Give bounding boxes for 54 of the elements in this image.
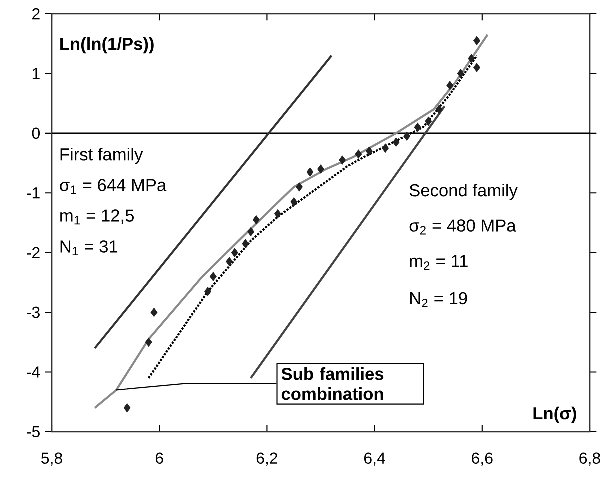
y-tick-label: -2 xyxy=(27,247,40,258)
point xyxy=(274,210,282,219)
point xyxy=(446,81,454,90)
x-tick-label: 6,4 xyxy=(364,452,386,466)
point xyxy=(150,308,158,318)
x-tick-label: 6,6 xyxy=(472,452,493,466)
y-axis-title: Ln(ln(1/Ps)) xyxy=(60,38,154,54)
point xyxy=(145,338,152,347)
point xyxy=(242,239,250,248)
annotation: σ$_{1}$ = 644 MPa xyxy=(60,179,167,194)
point xyxy=(248,227,255,236)
y-tick-label: -4 xyxy=(27,366,40,378)
y-tick-label: 2 xyxy=(32,8,40,20)
point xyxy=(468,54,476,64)
point xyxy=(318,164,324,174)
point xyxy=(392,138,400,147)
y-tick-label: 0 xyxy=(32,128,40,140)
point xyxy=(404,132,411,141)
y-tick-label: -3 xyxy=(27,306,40,318)
point xyxy=(226,257,234,266)
point xyxy=(457,69,464,78)
point xyxy=(124,404,131,413)
x-tick-label: 6,2 xyxy=(256,452,278,466)
point xyxy=(355,150,362,159)
annotation: σ$_{2}$ = 480 MPa xyxy=(410,220,516,235)
point xyxy=(414,122,422,132)
point xyxy=(382,144,390,153)
point xyxy=(252,215,260,225)
point xyxy=(290,198,298,207)
point xyxy=(210,272,217,282)
x-axis-title: Ln(σ) xyxy=(534,406,576,424)
annotation: N$_{2}$ = 19 xyxy=(410,292,468,308)
x-tick-label: 6 xyxy=(156,452,164,464)
x-tick-label: 5,8 xyxy=(42,452,62,466)
y-tick-label: -1 xyxy=(27,188,40,199)
y-tick-label: -5 xyxy=(27,426,40,438)
point xyxy=(204,287,212,296)
point xyxy=(296,182,303,192)
point xyxy=(231,248,238,258)
point xyxy=(425,116,432,126)
annotation: m$_{1}$ = 12,5 xyxy=(60,210,134,225)
point xyxy=(474,63,480,72)
y-tick-label: 1 xyxy=(32,68,40,80)
annotation: First family xyxy=(60,148,144,164)
annotation: m$_{2}$ = 11 xyxy=(410,255,468,270)
point xyxy=(339,156,346,165)
point xyxy=(436,105,443,114)
annotation: Sub families combination xyxy=(282,368,384,400)
point xyxy=(474,36,480,46)
annotation: Second family xyxy=(410,184,518,200)
point xyxy=(306,168,314,177)
annotation: N$_{1}$ = 31 xyxy=(60,240,118,256)
point xyxy=(366,146,373,156)
x-tick-label: 6,8 xyxy=(580,452,600,466)
